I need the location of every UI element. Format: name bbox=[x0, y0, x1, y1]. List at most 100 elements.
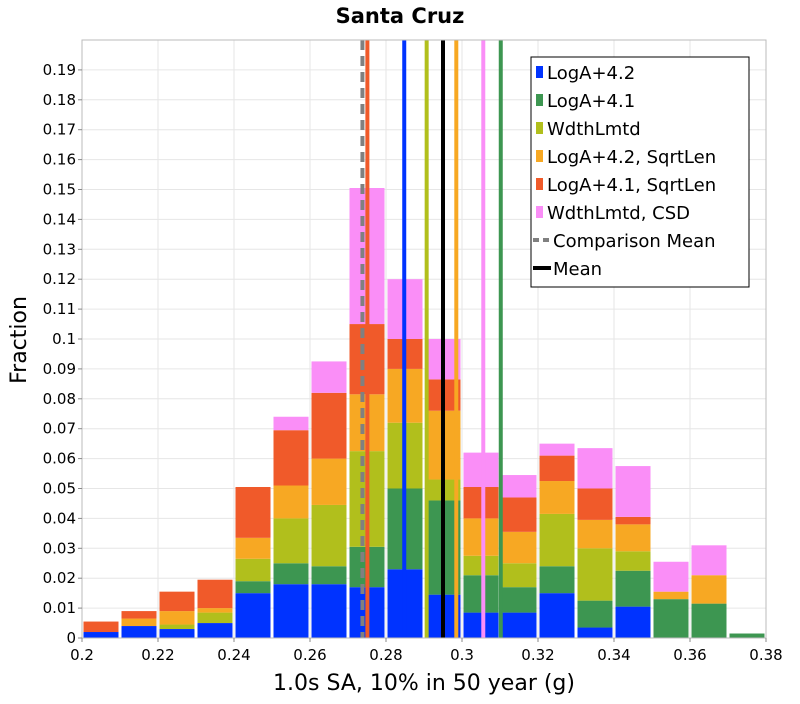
bar-segment bbox=[159, 591, 195, 612]
y-tick-label: 0.07 bbox=[43, 420, 76, 438]
bar-segment bbox=[235, 558, 271, 582]
bar-segment bbox=[273, 563, 309, 585]
bar-segment bbox=[235, 593, 271, 638]
x-tick-label: 0.28 bbox=[369, 646, 402, 664]
bar-segment bbox=[273, 518, 309, 564]
bar-segment bbox=[501, 531, 537, 564]
x-tick-label: 0.34 bbox=[597, 646, 630, 664]
bar-segment bbox=[615, 524, 651, 552]
y-tick-label: 0.17 bbox=[43, 121, 76, 139]
bar-segment bbox=[273, 485, 309, 519]
legend-swatch bbox=[536, 150, 543, 162]
bar-segment bbox=[653, 591, 689, 600]
legend-label: LogA+4.1, SqrtLen bbox=[547, 175, 716, 196]
y-tick-label: 0.08 bbox=[43, 390, 76, 408]
y-tick-label: 0.15 bbox=[43, 181, 76, 199]
bar-segment bbox=[159, 629, 195, 638]
bars bbox=[83, 188, 765, 638]
bar-segment bbox=[577, 627, 613, 638]
x-tick-label: 0.38 bbox=[749, 646, 782, 664]
y-tick-label: 0.13 bbox=[43, 240, 76, 258]
y-tick-label: 0.18 bbox=[43, 91, 76, 109]
bar-segment bbox=[539, 481, 575, 514]
bar-segment bbox=[691, 603, 727, 638]
bar-segment bbox=[159, 611, 195, 625]
bar-segment bbox=[311, 584, 347, 638]
x-axis-label: 1.0s SA, 10% in 50 year (g) bbox=[273, 671, 575, 696]
legend-swatch bbox=[536, 122, 543, 134]
bar-segment bbox=[501, 612, 537, 638]
legend-label: LogA+4.1 bbox=[547, 91, 635, 112]
legend-label: LogA+4.2, SqrtLen bbox=[547, 147, 716, 168]
bar-segment bbox=[577, 600, 613, 628]
x-tick-label: 0.36 bbox=[673, 646, 706, 664]
bar-segment bbox=[577, 488, 613, 520]
y-axis-ticks: 0 0.01 0.02 0.03 0.04 0.05 0.06 0.07 0.08 0.09 0.1… bbox=[43, 61, 82, 647]
bar-segment bbox=[121, 618, 157, 627]
y-tick-label: 0.06 bbox=[43, 450, 76, 468]
legend: LogA+4.2 LogA+4.1 WdthLmtd LogA+4.2, SqrtLe… bbox=[530, 56, 750, 288]
bar-segment bbox=[273, 416, 309, 431]
bar-segment bbox=[311, 566, 347, 585]
mean-lines bbox=[360, 40, 503, 638]
bar-segment bbox=[197, 608, 233, 613]
bar-segment bbox=[273, 430, 309, 486]
legend-label: Comparison Mean bbox=[553, 231, 716, 252]
legend-label: Mean bbox=[553, 259, 602, 280]
bar-segment bbox=[539, 443, 575, 456]
bar-segment bbox=[539, 566, 575, 594]
bar-segment bbox=[463, 612, 499, 638]
y-axis-label: Fraction bbox=[7, 296, 32, 384]
bar-segment bbox=[311, 392, 347, 459]
bar-segment bbox=[539, 593, 575, 638]
bar-segment bbox=[501, 563, 537, 588]
y-tick-label: 0.19 bbox=[43, 61, 76, 79]
chart-title: Santa Cruz bbox=[336, 4, 465, 28]
bar-segment bbox=[463, 487, 499, 519]
bar-segment bbox=[501, 587, 537, 613]
bar-segment bbox=[311, 361, 347, 393]
legend-swatch bbox=[536, 178, 543, 190]
bar-segment bbox=[501, 475, 537, 498]
x-tick-label: 0.2 bbox=[70, 646, 94, 664]
y-tick-label: 0.11 bbox=[43, 300, 76, 318]
bar-segment bbox=[615, 570, 651, 607]
bar-segment bbox=[539, 513, 575, 567]
x-tick-label: 0.32 bbox=[521, 646, 554, 664]
bar-segment bbox=[235, 537, 271, 559]
y-tick-label: 0.01 bbox=[43, 599, 76, 617]
bar-segment bbox=[691, 545, 727, 576]
bar-segment bbox=[653, 561, 689, 592]
legend-label: LogA+4.2 bbox=[547, 63, 635, 84]
bar-segment bbox=[615, 606, 651, 638]
bar-segment bbox=[463, 555, 499, 576]
x-tick-label: 0.3 bbox=[450, 646, 474, 664]
bar-segment bbox=[615, 516, 651, 525]
y-tick-label: 0.09 bbox=[43, 360, 76, 378]
legend-label: WdthLmtd bbox=[547, 119, 641, 140]
bar-segment bbox=[83, 621, 119, 633]
bar-segment bbox=[197, 623, 233, 638]
bar-segment bbox=[159, 624, 195, 630]
bar-segment bbox=[539, 455, 575, 482]
bar-segment bbox=[235, 581, 271, 594]
bar-segment bbox=[311, 458, 347, 505]
bar-segment bbox=[235, 487, 271, 538]
bar-segment bbox=[197, 579, 233, 609]
legend-swatch bbox=[536, 66, 543, 78]
bar-segment bbox=[121, 611, 157, 619]
legend-swatch bbox=[536, 94, 543, 106]
x-tick-label: 0.26 bbox=[293, 646, 326, 664]
bar-segment bbox=[615, 466, 651, 517]
bar-segment bbox=[577, 448, 613, 489]
bar-segment bbox=[577, 519, 613, 549]
x-axis-ticks: 0.2 0.22 0.24 0.26 0.28 0.3 0.32 0.34 0.36 0.38 bbox=[70, 638, 783, 664]
bar-segment bbox=[577, 548, 613, 601]
bar-segment bbox=[83, 632, 119, 638]
y-tick-label: 0 bbox=[66, 629, 76, 647]
bar-segment bbox=[653, 599, 689, 638]
bar-segment bbox=[729, 633, 765, 638]
bar-segment bbox=[311, 504, 347, 567]
